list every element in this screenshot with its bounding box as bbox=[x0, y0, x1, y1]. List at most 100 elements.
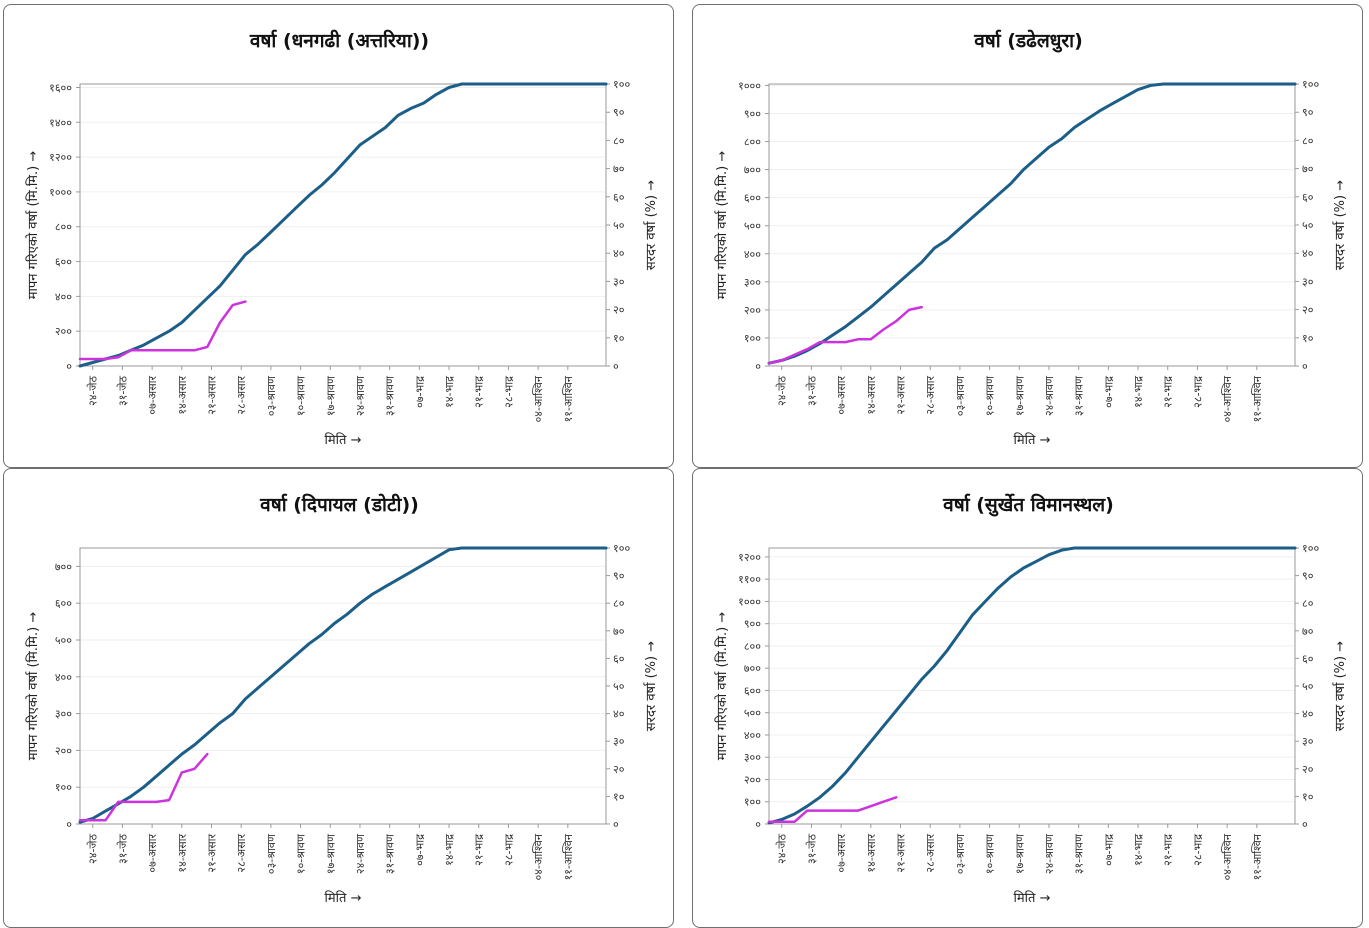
y-axis-label-left: मापन गरिएको वर्षा (मि.मि.) → bbox=[714, 612, 730, 761]
y-tick-label: ७०० bbox=[55, 560, 72, 573]
y-tick-label: ४०० bbox=[55, 671, 72, 684]
x-tick-label: ०७-भाद्र bbox=[1102, 376, 1115, 408]
x-tick-label: २४-जेठ bbox=[776, 833, 789, 864]
current-rainfall-line bbox=[78, 752, 209, 822]
y2-tick-label: ३० bbox=[613, 735, 625, 748]
y-tick-label: २०० bbox=[744, 773, 761, 786]
x-tick-label: ३१-जेठ bbox=[805, 375, 818, 406]
y-tick-label: १२०० bbox=[49, 151, 72, 164]
y2-tick-label: १० bbox=[613, 332, 625, 345]
x-tick-label: ०३-श्रावण bbox=[265, 833, 278, 874]
x-tick-label: ०४-आश्विन bbox=[532, 833, 545, 880]
y2-tick-label: ८० bbox=[1302, 597, 1314, 610]
plot-frame bbox=[768, 547, 1296, 825]
x-tick-label: २४-श्रावण bbox=[354, 375, 367, 416]
y-tick-label: ३०० bbox=[744, 751, 761, 764]
y-tick-label: ४०० bbox=[744, 248, 761, 261]
y2-tick-label: ८० bbox=[1302, 134, 1314, 147]
y2-tick-label: ५० bbox=[1302, 680, 1314, 693]
y-tick-label: १०० bbox=[744, 332, 761, 345]
x-tick-label: २८-असार bbox=[235, 834, 248, 873]
x-tick-label: १०-श्रावण bbox=[984, 375, 997, 416]
x-tick-label: ०७-भाद्र bbox=[413, 376, 426, 408]
x-tick-label: १४-असार bbox=[176, 376, 189, 415]
y-tick-label: ६०० bbox=[55, 256, 72, 269]
x-tick-label: ०३-श्रावण bbox=[265, 375, 278, 416]
y2-tick-label: ३० bbox=[1302, 735, 1314, 748]
x-tick-label: २१-भाद्र bbox=[473, 834, 486, 866]
x-tick-label: ३१-श्रावण bbox=[1073, 375, 1086, 416]
x-tick-label: २१-असार bbox=[895, 834, 908, 873]
y-tick-label: ७०० bbox=[744, 164, 761, 177]
y2-tick-label: २० bbox=[1302, 763, 1314, 776]
y-axis-label-right: सरदर वर्षा (%) → bbox=[1332, 180, 1348, 270]
y2-tick-label: ६० bbox=[1302, 191, 1314, 204]
x-tick-label: २८-असार bbox=[924, 376, 937, 415]
y2-tick-label: ६० bbox=[1302, 652, 1314, 665]
y-tick-label: ० bbox=[66, 360, 72, 373]
y2-tick-label: ३० bbox=[1302, 275, 1314, 288]
y-tick-label: ८०० bbox=[55, 221, 72, 234]
y-tick-label: ९०० bbox=[744, 107, 761, 120]
y2-tick-label: ९० bbox=[613, 570, 625, 583]
normal-rainfall-line bbox=[78, 546, 608, 824]
chart-panel-1: वर्षा (धनगढी (अत्तरिया)) ० २०० ४०० ६०० ८०० १००… bbox=[3, 4, 674, 468]
y-tick-label: ४०० bbox=[744, 729, 761, 742]
x-tick-label: १०-श्रावण bbox=[295, 833, 308, 874]
y2-tick-label: ४० bbox=[1302, 708, 1314, 721]
y2-tick-label: ७० bbox=[1302, 163, 1314, 176]
x-tick-label: १०-श्रावण bbox=[295, 375, 308, 416]
x-tick-label: २४-श्रावण bbox=[354, 833, 367, 874]
x-tick-label: १०-श्रावण bbox=[984, 833, 997, 874]
x-tick-label: २१-भाद्र bbox=[1162, 834, 1175, 866]
x-tick-label: १४-भाद्र bbox=[1132, 834, 1145, 866]
y2-tick-label: ५० bbox=[613, 219, 625, 232]
y2-tick-label: ६० bbox=[613, 652, 625, 665]
y2-tick-label: २० bbox=[613, 304, 625, 317]
plot-frame bbox=[79, 547, 607, 825]
y-tick-label: १००० bbox=[738, 595, 761, 608]
y2-tick-label: ९० bbox=[1302, 106, 1314, 119]
x-tick-label: २८-भाद्र bbox=[502, 376, 515, 408]
x-tick-label: २१-असार bbox=[206, 376, 219, 415]
chart-panel-3: वर्षा (दिपायल (डोटी)) ० १०० २०० ३०० ४०० ५०० ६००… bbox=[3, 468, 674, 928]
x-tick-label: २४-जेठ bbox=[87, 375, 100, 406]
chart-panel-2: वर्षा (डढेलधुरा) ० १०० २०० ३०० ४०० ५०० ६०० ७०० ८०… bbox=[692, 4, 1363, 468]
y-tick-label: १०० bbox=[55, 781, 72, 794]
y2-tick-label: ७० bbox=[613, 625, 625, 638]
x-tick-label: ३१-जेठ bbox=[116, 375, 129, 406]
y-tick-label: २०० bbox=[55, 744, 72, 757]
y-tick-label: ३०० bbox=[744, 276, 761, 289]
current-rainfall-line bbox=[78, 300, 247, 361]
x-axis-label: मिति → bbox=[325, 432, 362, 448]
plot-frame bbox=[79, 83, 607, 367]
y-tick-label: ११०० bbox=[738, 573, 761, 586]
y-axis-label-left: मापन गरिएको वर्षा (मि.मि.) → bbox=[714, 151, 730, 300]
y2-tick-label: ९० bbox=[1302, 570, 1314, 583]
x-tick-label: २४-श्रावण bbox=[1043, 375, 1056, 416]
y-tick-label: ० bbox=[755, 818, 761, 831]
x-tick-label: १४-असार bbox=[865, 834, 878, 873]
y2-tick-label: ४० bbox=[613, 247, 625, 260]
x-tick-label: १७-श्रावण bbox=[1013, 375, 1026, 416]
y-tick-label: ८०० bbox=[744, 136, 761, 149]
x-tick-label: ०७-भाद्र bbox=[1102, 834, 1115, 866]
x-tick-label: ०३-श्रावण bbox=[954, 833, 967, 874]
x-tick-label: २८-असार bbox=[235, 376, 248, 415]
x-tick-label: २८-असार bbox=[924, 834, 937, 873]
x-tick-label: ०७-असार bbox=[146, 834, 159, 873]
x-tick-label: ०४-आश्विन bbox=[532, 375, 545, 422]
y2-tick-label: ४० bbox=[1302, 247, 1314, 260]
y2-tick-label: ७० bbox=[1302, 625, 1314, 638]
x-axis-label: मिति → bbox=[325, 890, 362, 906]
x-tick-label: ३१-जेठ bbox=[116, 833, 129, 864]
y-tick-label: ७०० bbox=[744, 662, 761, 675]
chart-title: वर्षा (धनगढी (अत्तरिया)) bbox=[249, 29, 429, 52]
current-rainfall-line bbox=[767, 796, 898, 824]
x-tick-label: २८-भाद्र bbox=[502, 834, 515, 866]
x-tick-label: २८-भाद्र bbox=[1191, 376, 1204, 408]
y-tick-label: ९०० bbox=[744, 618, 761, 631]
x-tick-label: २१-असार bbox=[206, 834, 219, 873]
y2-tick-label: ५० bbox=[1302, 219, 1314, 232]
x-tick-label: २४-जेठ bbox=[87, 833, 100, 864]
